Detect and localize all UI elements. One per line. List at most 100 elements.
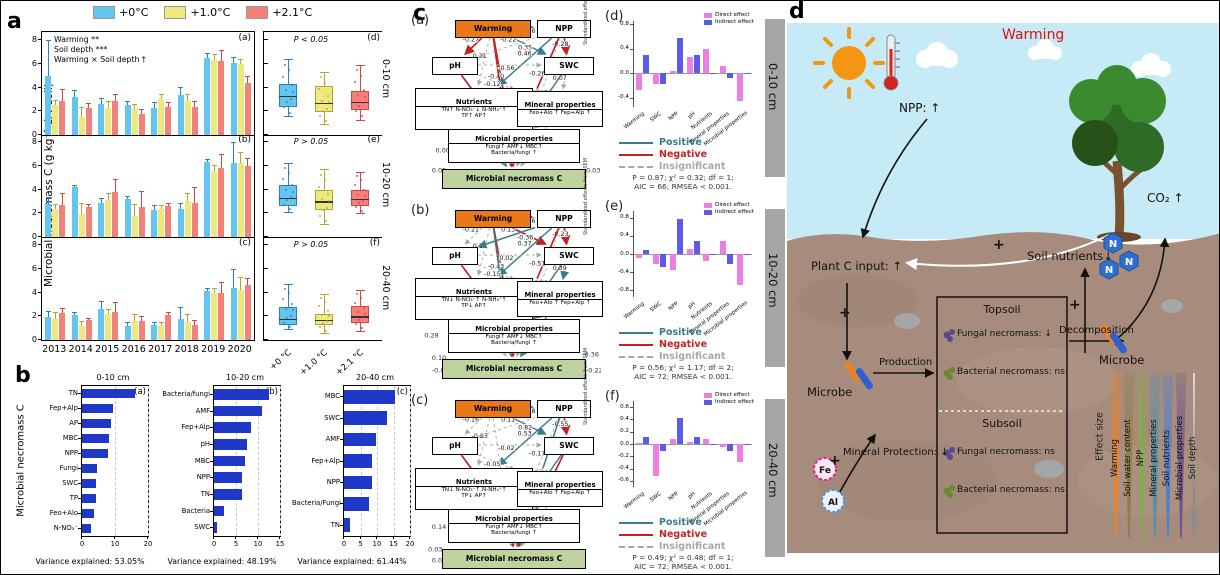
error-cap: [105, 309, 111, 311]
data-point: [321, 99, 323, 102]
whisker-cap: [356, 213, 365, 215]
sem-row-20-40cm: (c) 0.38-0.160.82-0.230.030.11-0.550.53-…: [409, 348, 787, 571]
y-tick: [210, 460, 214, 462]
data-point: [358, 319, 360, 322]
category-label: Fungi: [59, 464, 78, 472]
bar: [184, 322, 191, 340]
error-bar: [81, 203, 83, 215]
bar: [237, 290, 244, 340]
bar: [131, 108, 138, 135]
sem-node-warming: Warming: [455, 20, 531, 38]
error-cap: [105, 100, 111, 102]
depth-band-label: 0-10 cm: [766, 63, 780, 111]
data-point: [318, 305, 320, 308]
data-point: [320, 173, 322, 176]
x-tick-year: 2018: [174, 344, 199, 355]
error-cap: [45, 40, 51, 42]
error-cap: [245, 75, 251, 77]
error-bar: [107, 101, 109, 108]
indirect-bar: [744, 444, 751, 446]
data-point: [324, 300, 326, 303]
data-point: [289, 111, 291, 114]
data-point: [288, 292, 290, 295]
sem-node-label: Microbial necromass C: [465, 173, 563, 183]
svg-text:0.02: 0.02: [499, 255, 513, 262]
x-tick: [114, 536, 119, 539]
sem-node-label: NPP: [555, 213, 573, 223]
x-tick: [257, 536, 262, 539]
p-value-label: P > 0.05: [293, 137, 329, 146]
microbe-icon: [844, 361, 873, 390]
y-tick: [38, 291, 42, 293]
chart-tag: (d): [605, 9, 624, 24]
data-point: [290, 314, 292, 317]
whisker-cap: [356, 119, 365, 121]
error-bar: [127, 101, 129, 106]
error-bar: [240, 60, 242, 64]
effect-chart: -0.4 0.0 0.4 0.8 Warming SWC NPP pH Nutrients Min…: [618, 12, 754, 148]
svg-text:-0.55: -0.55: [552, 421, 568, 428]
legend-label: +2.1°C: [272, 6, 313, 19]
box-subpanel: P > 0.05 (f): [263, 237, 382, 341]
data-point: [285, 189, 287, 192]
y-tick: [38, 267, 42, 269]
bar: [218, 292, 225, 340]
error-bar: [114, 180, 116, 192]
whisker-cap: [284, 212, 293, 214]
error-cap: [158, 205, 164, 207]
model-fit-line1: P = 0.49; χ² = 0.48; df = 1;: [632, 553, 734, 562]
direct-bar: [720, 444, 727, 448]
y-tick: [630, 97, 634, 99]
bar: [82, 403, 114, 414]
bar: [131, 215, 138, 237]
legend-item: +0°C: [93, 6, 148, 19]
y-tick-label: -0.4: [618, 94, 629, 101]
median-line: [315, 319, 333, 322]
subpanel-tag: (a): [238, 33, 251, 43]
sem-node-detail: TP↑ AP↑: [461, 113, 487, 120]
indirect-bar: [693, 55, 700, 74]
error-cap: [52, 99, 58, 101]
x-tick-year: 2013: [42, 344, 67, 355]
effect-bar-label: Microbial properties: [1175, 415, 1185, 501]
error-bar: [180, 203, 182, 209]
whisker-cap: [320, 169, 329, 171]
bar: [105, 313, 112, 340]
bar: [45, 317, 52, 340]
bar-legend-item: Indirect effect: [704, 209, 754, 216]
error-cap: [165, 311, 171, 313]
whisker-cap: [284, 116, 293, 117]
sem-node-detail: TP↓ AP↑: [461, 303, 487, 310]
bar: [138, 207, 145, 237]
svg-text:0.46: 0.46: [518, 50, 532, 57]
svg-text:-0.21: -0.21: [463, 227, 479, 234]
y-tick-label: 0: [31, 130, 37, 139]
data-point: [321, 314, 323, 317]
warming-title: Warming: [1002, 27, 1065, 43]
error-cap: [79, 321, 85, 323]
chart-title: 10-20 cm: [226, 373, 264, 382]
category-label: MBC: [62, 434, 78, 442]
bar: [124, 199, 131, 237]
legend-item: +1.0°C: [164, 6, 230, 19]
error-bar: [233, 143, 235, 164]
error-cap: [238, 59, 244, 61]
bar: [165, 315, 172, 340]
bar-legend-item: Direct effect: [704, 12, 754, 19]
y-tick: [78, 453, 82, 454]
sem-node-detail: Fungi↑ AMF↓ MBC↑: [485, 334, 543, 341]
indirect-bar: [727, 73, 734, 79]
category-label: MBC: [324, 392, 340, 401]
data-point: [325, 120, 327, 123]
error-bar: [213, 288, 215, 293]
svg-text:0.03: 0.03: [428, 546, 442, 554]
svg-text:-0.22: -0.22: [500, 36, 516, 43]
error-cap: [52, 311, 58, 313]
legend-label: Direct effect: [715, 202, 750, 208]
data-point: [326, 107, 328, 110]
error-bar: [141, 317, 143, 321]
data-point: [285, 89, 287, 92]
gridline: [280, 386, 281, 536]
whisker-cap: [320, 72, 329, 74]
sem-node-detail: Feo+Alo ↑ Fep+Alp ↑: [529, 110, 591, 117]
